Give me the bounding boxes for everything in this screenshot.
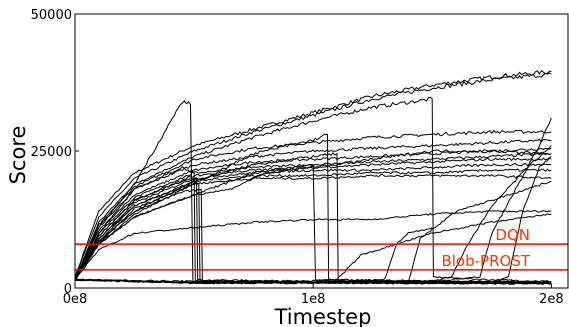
series-line-19 (74, 152, 552, 285)
reference-lines: DQN Blob-PROST (75, 226, 568, 271)
x-tick-label-1: 0e8 (63, 292, 88, 307)
series-line-17 (74, 164, 552, 284)
series-layer (74, 69, 552, 285)
series-line-21 (74, 149, 552, 281)
series-line-20 (74, 210, 552, 280)
x-axis-title: Timestep (274, 305, 372, 327)
reference-label-1: DQN (495, 226, 530, 244)
series-line-2 (74, 72, 552, 278)
series-line-3 (74, 96, 552, 283)
y-tick-label-2: 25000 (31, 145, 72, 160)
axis-ticks: 0e8 1e8 2e8 0 25000 50000 (31, 8, 564, 307)
x-tick-label-2: 1e8 (301, 292, 326, 307)
series-line-4 (74, 129, 552, 281)
y-axis-title: Score (6, 126, 30, 185)
y-tick-label-3: 50000 (31, 8, 72, 23)
series-line-27 (74, 156, 552, 285)
series-line-23 (74, 227, 433, 284)
y-tick-label-1: 0 (64, 282, 72, 297)
x-tick-label-3: 2e8 (539, 292, 564, 307)
reference-label-2: Blob-PROST (441, 252, 530, 270)
series-line-1 (74, 69, 552, 279)
